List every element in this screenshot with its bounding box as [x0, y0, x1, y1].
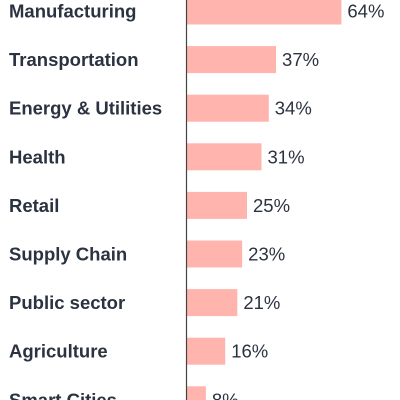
bar: [186, 289, 238, 317]
bar: [186, 0, 342, 25]
value-label: 37%: [282, 49, 319, 70]
category-label: Retail: [9, 195, 59, 216]
value-label: 16%: [231, 341, 268, 362]
category-label: Supply Chain: [9, 244, 127, 265]
bar: [186, 337, 226, 365]
bar: [186, 240, 243, 268]
value-label: 25%: [253, 195, 290, 216]
bar: [186, 386, 206, 400]
category-label: Smart Cities: [9, 389, 117, 400]
category-label: Agriculture: [9, 341, 108, 362]
bars: [186, 0, 342, 400]
value-label: 64%: [347, 1, 384, 22]
category-label: Public sector: [9, 292, 125, 313]
category-label: Energy & Utilities: [9, 98, 162, 119]
value-label: 8%: [212, 389, 239, 400]
bar: [186, 46, 277, 74]
category-label: Health: [9, 146, 66, 167]
value-label: 23%: [248, 244, 285, 265]
value-label: 31%: [268, 146, 305, 167]
bar: [186, 143, 262, 171]
category-labels: Manufacturing Transportation Energy & Util…: [9, 1, 162, 400]
value-label: 34%: [275, 98, 312, 119]
bar: [186, 94, 269, 122]
value-label: 21%: [243, 292, 280, 313]
bar: [186, 191, 247, 219]
category-label: Transportation: [9, 49, 139, 70]
category-label: Manufacturing: [9, 1, 136, 22]
value-labels: 64% 37% 34% 31% 25% 23% 21% 16% 8%: [212, 1, 385, 400]
